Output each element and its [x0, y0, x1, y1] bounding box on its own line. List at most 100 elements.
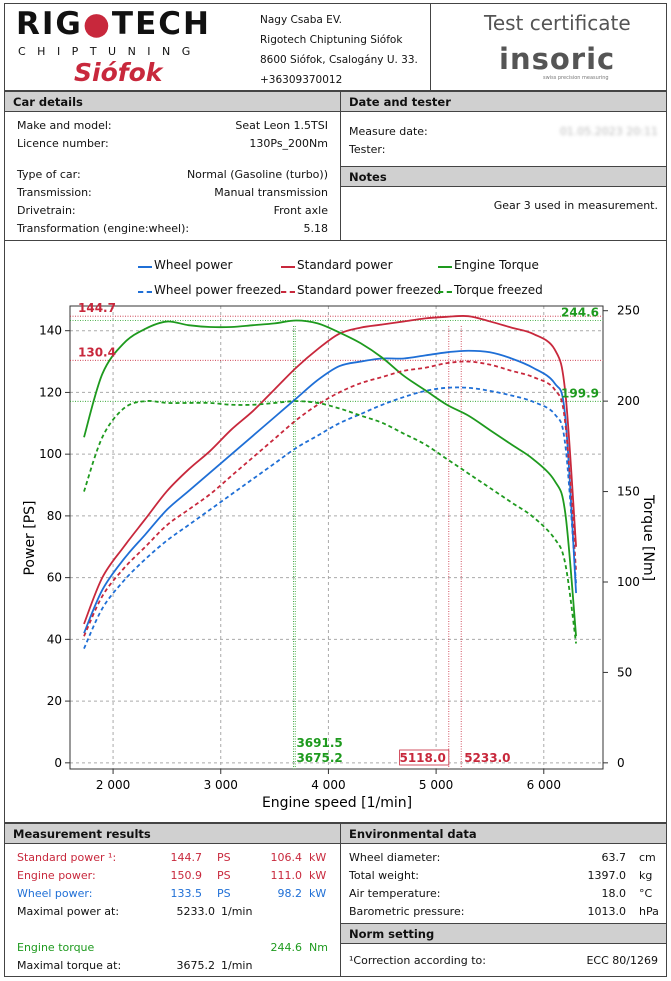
chart-grid	[70, 306, 603, 769]
std-freezed-peak-label: 130.4	[78, 345, 116, 359]
header-divider	[430, 3, 431, 91]
drivetrain-label: Drivetrain:	[17, 204, 76, 217]
drivetrain-value: Front axle	[273, 204, 328, 217]
address-line: Rigotech Chiptuning Siófok	[260, 34, 403, 46]
rpm-power-freezed-label: 5118.0	[399, 751, 445, 765]
insoric-logo-subtitle: swiss precision measuring	[543, 75, 609, 81]
y2-tick-label: 150	[617, 485, 640, 499]
measurement-title: Measurement results	[5, 824, 340, 844]
tester-label: Tester:	[349, 143, 386, 156]
y2-axis-label: Torque [Nm]	[640, 494, 656, 581]
wheel-power-kw: 98.2	[277, 887, 303, 900]
rpm-torque-freezed-label: 3675.2	[296, 751, 342, 765]
wheel-diameter-value: 63.7	[601, 851, 627, 864]
standard-power-label: Standard power ¹:	[17, 851, 117, 864]
x-tick-label: 3 000	[204, 778, 238, 792]
standard-power-ps: 144.7	[170, 851, 203, 864]
brand-name-part2: TECH	[111, 6, 211, 42]
address-block: Nagy Csaba EV. Rigotech Chiptuning Siófo…	[260, 10, 418, 90]
series-engine-torque	[83, 319, 577, 637]
max-power-rpm: 5233.0	[176, 905, 216, 918]
brand-city: Siófok	[74, 58, 163, 87]
date-tester-title: Date and tester	[341, 92, 666, 112]
x-tick-label: 5 000	[419, 778, 453, 792]
legend-swatch	[438, 291, 452, 293]
wheel-power-kw-unit: kW	[309, 887, 327, 900]
legend-swatch	[438, 266, 452, 268]
y-tick-label: 80	[47, 509, 62, 523]
licence-label: Licence number:	[17, 137, 109, 150]
legend-wheel-power: Wheel power	[138, 258, 232, 272]
y-tick-label: 60	[47, 571, 62, 585]
baro-pressure-label: Barometric pressure:	[349, 905, 465, 918]
transformation-label: Transformation (engine:wheel):	[17, 222, 190, 235]
legend-swatch	[138, 291, 152, 293]
standard-power-kw: 106.4	[270, 851, 303, 864]
wheel-diameter-label: Wheel diameter:	[349, 851, 441, 864]
baro-pressure-value: 1013.0	[587, 905, 627, 918]
engine-power-ps: 150.9	[170, 869, 203, 882]
baro-pressure-unit: hPa	[639, 905, 659, 918]
engine-torque-unit: Nm	[309, 941, 328, 954]
y2-tick-label: 100	[617, 575, 640, 589]
make-value: Seat Leon 1.5TSI	[235, 119, 328, 132]
legend-standard-power-freezed: Standard power freezed	[281, 283, 441, 297]
legend-swatch	[281, 266, 295, 268]
x-tick-label: 2 000	[96, 778, 130, 792]
chart-series	[83, 315, 577, 649]
x-axis-label: Engine speed [1/min]	[262, 795, 412, 811]
total-weight-value: 1397.0	[587, 869, 627, 882]
max-power-rpm-unit: 1/min	[221, 905, 253, 918]
brand-name-part1: RIG	[16, 6, 83, 42]
total-weight-label: Total weight:	[349, 869, 419, 882]
legend-swatch	[138, 266, 152, 268]
standard-power-ps-unit: PS	[217, 851, 231, 864]
rpm-torque-label: 3691.5	[296, 736, 342, 750]
series-standard-power-freezed	[83, 360, 577, 637]
max-torque-rpm: 3675.2	[176, 959, 216, 972]
wheel-power-label: Wheel power:	[17, 887, 93, 900]
y-tick-label: 120	[39, 385, 62, 399]
legend-wheel-power-freezed: Wheel power freezed	[138, 283, 281, 297]
norm-panel: Norm setting ¹Correction according to: E…	[340, 923, 667, 977]
torque-peak-label: 244.6	[561, 305, 599, 319]
brand-logo: RIG●TECH C H I P T U N I N G Siófok	[10, 6, 248, 88]
address-line: Nagy Csaba EV.	[260, 14, 342, 26]
y-tick-label: 40	[47, 632, 62, 646]
torque-freezed-peak-label: 199.9	[561, 386, 599, 400]
brand-gear-icon: ●	[82, 6, 112, 42]
transmission-value: Manual transmission	[214, 186, 328, 199]
total-weight-unit: kg	[639, 869, 653, 882]
measure-date-value: 01.05.2023 20:11	[559, 125, 658, 138]
measure-date-label: Measure date:	[349, 125, 428, 138]
norm-label: ¹Correction according to:	[349, 954, 486, 967]
header-panel	[4, 3, 667, 91]
engine-torque-label: Engine torque	[17, 941, 95, 954]
max-torque-label: Maximal torque at:	[17, 959, 122, 972]
legend-torque-freezed: Torque freezed	[438, 283, 543, 297]
licence-value: 130Ps_200Nm	[249, 137, 328, 150]
x-tick-label: 4 000	[311, 778, 345, 792]
standard-power-kw-unit: kW	[309, 851, 327, 864]
insoric-logo: insoric	[499, 42, 616, 76]
plot-area-frame	[69, 305, 604, 770]
engine-power-kw-unit: kW	[309, 869, 327, 882]
air-temperature-value: 18.0	[601, 887, 627, 900]
y2-tick-label: 0	[617, 756, 625, 770]
transformation-value: 5.18	[303, 222, 329, 235]
engine-torque-value: 244.6	[270, 941, 303, 954]
certificate-title: Test certificate	[484, 11, 631, 35]
measurement-panel: Measurement results Standard power ¹: 14…	[4, 823, 341, 977]
notes-text: Gear 3 used in measurement.	[493, 199, 658, 212]
engine-power-kw: 111.0	[270, 869, 303, 882]
air-temperature-unit: °C	[639, 887, 653, 900]
date-tester-panel: Date and tester Measure date: 01.05.2023…	[340, 91, 667, 167]
air-temperature-label: Air temperature:	[349, 887, 441, 900]
environment-title: Environmental data	[341, 824, 666, 844]
type-label: Type of car:	[17, 168, 81, 181]
wheel-power-ps: 133.5	[170, 887, 203, 900]
address-line: 8600 Siófok, Csalogány U. 33.	[260, 54, 418, 66]
max-torque-rpm-unit: 1/min	[221, 959, 253, 972]
address-line: +36309370012	[260, 74, 343, 86]
